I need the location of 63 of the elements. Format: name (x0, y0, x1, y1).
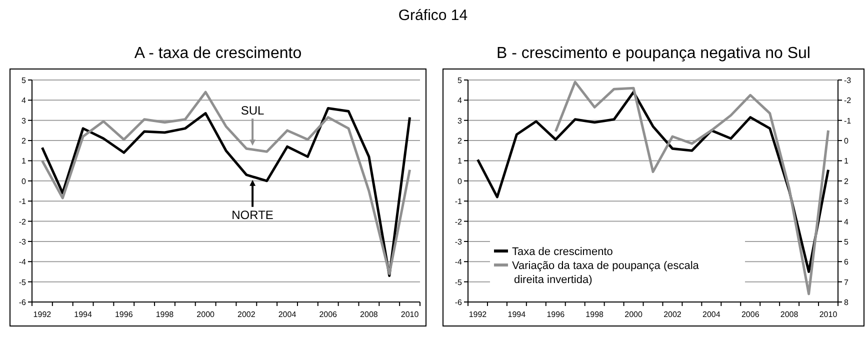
y-tick-label: 0 (458, 176, 463, 186)
chart-subtitle: A - taxa de crescimento (134, 45, 302, 62)
x-tick-label: 2004 (278, 310, 297, 319)
y2-tick-label: 0 (844, 136, 849, 146)
legend-label: Taxa de crescimento (512, 246, 613, 258)
y2-tick-label: 1 (844, 156, 849, 166)
y2-tick-label: 8 (844, 298, 849, 307)
y-tick-label: -3 (454, 237, 463, 246)
x-tick-label: 2002 (664, 310, 682, 319)
x-tick-label: 2008 (360, 310, 378, 319)
y-tick-label: -3 (18, 237, 27, 246)
x-tick-label: 2010 (819, 310, 838, 319)
y2-tick-label: -2 (844, 96, 852, 106)
y-tick-label: 2 (22, 136, 27, 146)
y-tick-label: -4 (454, 258, 463, 267)
x-tick-label: 1994 (74, 310, 92, 319)
y-tick-label: 4 (458, 96, 463, 106)
y-tick-label: 3 (22, 116, 27, 126)
y2-tick-label: 4 (844, 217, 849, 226)
y-tick-label: -1 (454, 197, 463, 206)
y-tick-label: -5 (454, 278, 463, 287)
x-tick-label: 1996 (114, 310, 134, 319)
y-tick-label: -6 (454, 298, 463, 307)
x-tick-label: 1998 (156, 310, 174, 319)
y2-tick-label: 6 (844, 258, 849, 267)
y-tick-label: -6 (18, 298, 27, 307)
annotation: SUL (240, 104, 265, 118)
x-tick-label: 2006 (319, 310, 338, 319)
y2-tick-label: 7 (844, 278, 849, 287)
legend-label: Variação da taxa de poupança (escala direita invertida) (512, 260, 700, 286)
y-tick-label: -5 (18, 278, 27, 287)
x-tick-label: 1994 (508, 310, 526, 319)
x-tick-label: 2004 (702, 310, 721, 319)
y2-tick-label: -1 (844, 116, 852, 126)
y-tick-label: 1 (458, 156, 463, 166)
y-tick-label: -2 (454, 217, 463, 226)
y2-tick-label: 2 (844, 176, 849, 186)
y2-tick-label: 3 (844, 197, 849, 206)
y-tick-label: -1 (18, 197, 27, 206)
y-tick-label: 1 (22, 156, 27, 166)
y-tick-label: 3 (458, 116, 463, 126)
x-tick-label: 2000 (624, 310, 643, 319)
y2-tick-label: -3 (844, 76, 852, 85)
x-tick-label: 2002 (238, 310, 256, 319)
y-tick-label: 4 (22, 96, 27, 106)
x-tick-label: 2000 (196, 310, 216, 319)
y-tick-label: -4 (18, 258, 27, 267)
y-tick-label: 5 (22, 76, 27, 85)
x-tick-label: 2010 (400, 310, 420, 319)
x-tick-label: 1992 (468, 310, 488, 319)
chart-title: Gráfico 14 (398, 7, 468, 24)
x-tick-label: 2008 (780, 310, 799, 319)
y-tick-label: 0 (22, 176, 27, 186)
y-tick-label: 5 (458, 76, 463, 85)
annotation: NORTE (232, 208, 274, 222)
y-tick-label: -2 (18, 217, 27, 226)
x-tick-label: 2006 (741, 310, 760, 319)
chart-subtitle: B - crescimento e poupança negativa no Sul (496, 45, 810, 62)
x-tick-label: 1996 (546, 310, 566, 319)
y-tick-label: 2 (458, 136, 463, 146)
x-tick-label: 1992 (33, 310, 52, 319)
x-tick-label: 1998 (586, 310, 604, 319)
y2-tick-label: 5 (844, 237, 849, 246)
